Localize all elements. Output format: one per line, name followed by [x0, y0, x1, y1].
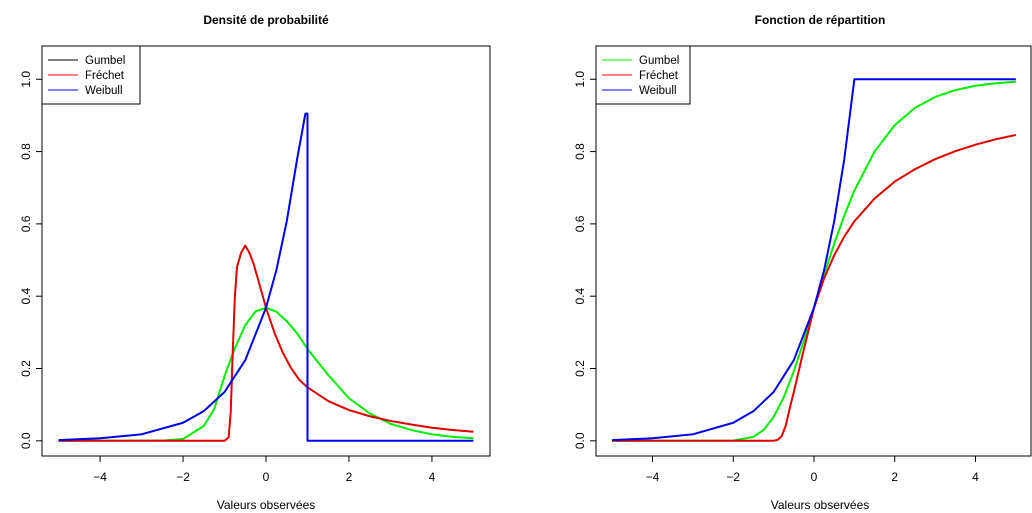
legend-label-cdf: Gumbel — [639, 55, 679, 67]
x-tick-label-cdf: 2 — [891, 470, 898, 484]
chart-title-cdf: Fonction de répartition — [755, 13, 886, 27]
x-tick-label-cdf: 4 — [972, 470, 979, 484]
series-line-cdf-frchet — [612, 133, 1017, 442]
y-tick-label-cdf: 0.2 — [573, 360, 587, 377]
x-tick-label-density: 2 — [346, 470, 353, 484]
x-tick-label-cdf: −2 — [726, 470, 740, 484]
y-tick-label-density: 1.0 — [19, 71, 33, 88]
series-line-density-weibull — [58, 112, 474, 442]
legend-label-cdf: Weibull — [639, 85, 677, 97]
y-tick-label-cdf: 0.0 — [573, 432, 587, 449]
y-tick-label-density: 0.2 — [19, 360, 33, 377]
y-tick-label-density: 0.4 — [19, 288, 33, 305]
y-tick-label-density: 0.0 — [19, 432, 33, 449]
x-tick-label-cdf: 0 — [811, 470, 818, 484]
x-tick-label-density: 4 — [429, 470, 436, 484]
series-line-density-gumbel — [58, 306, 474, 442]
series-line-density-frchet — [58, 244, 474, 442]
legend-label-density: Fréchet — [85, 70, 125, 82]
y-tick-label-cdf: 0.6 — [573, 215, 587, 232]
chart-title-density: Densité de probabilité — [203, 13, 329, 27]
y-tick-label-density: 0.8 — [19, 143, 33, 160]
x-axis-label-density: Valeurs observées — [217, 498, 316, 512]
legend-label-cdf: Fréchet — [639, 70, 679, 82]
plot-frame-cdf — [595, 45, 1032, 457]
series-line-cdf-weibull — [612, 78, 1016, 442]
y-tick-label-density: 0.6 — [19, 215, 33, 232]
y-tick-label-cdf: 0.8 — [573, 143, 587, 160]
y-tick-label-cdf: 0.4 — [573, 288, 587, 305]
x-tick-label-density: 0 — [263, 470, 270, 484]
plot-frame-density — [41, 45, 491, 457]
legend-label-density: Gumbel — [85, 55, 125, 67]
x-tick-label-density: −2 — [176, 470, 190, 484]
x-axis-label-cdf: Valeurs observées — [771, 498, 870, 512]
x-tick-label-cdf: −4 — [646, 470, 660, 484]
y-tick-label-cdf: 1.0 — [573, 71, 587, 88]
legend-label-density: Weibull — [85, 85, 123, 97]
x-tick-label-density: −4 — [93, 470, 107, 484]
series-line-cdf-gumbel — [612, 80, 1016, 442]
